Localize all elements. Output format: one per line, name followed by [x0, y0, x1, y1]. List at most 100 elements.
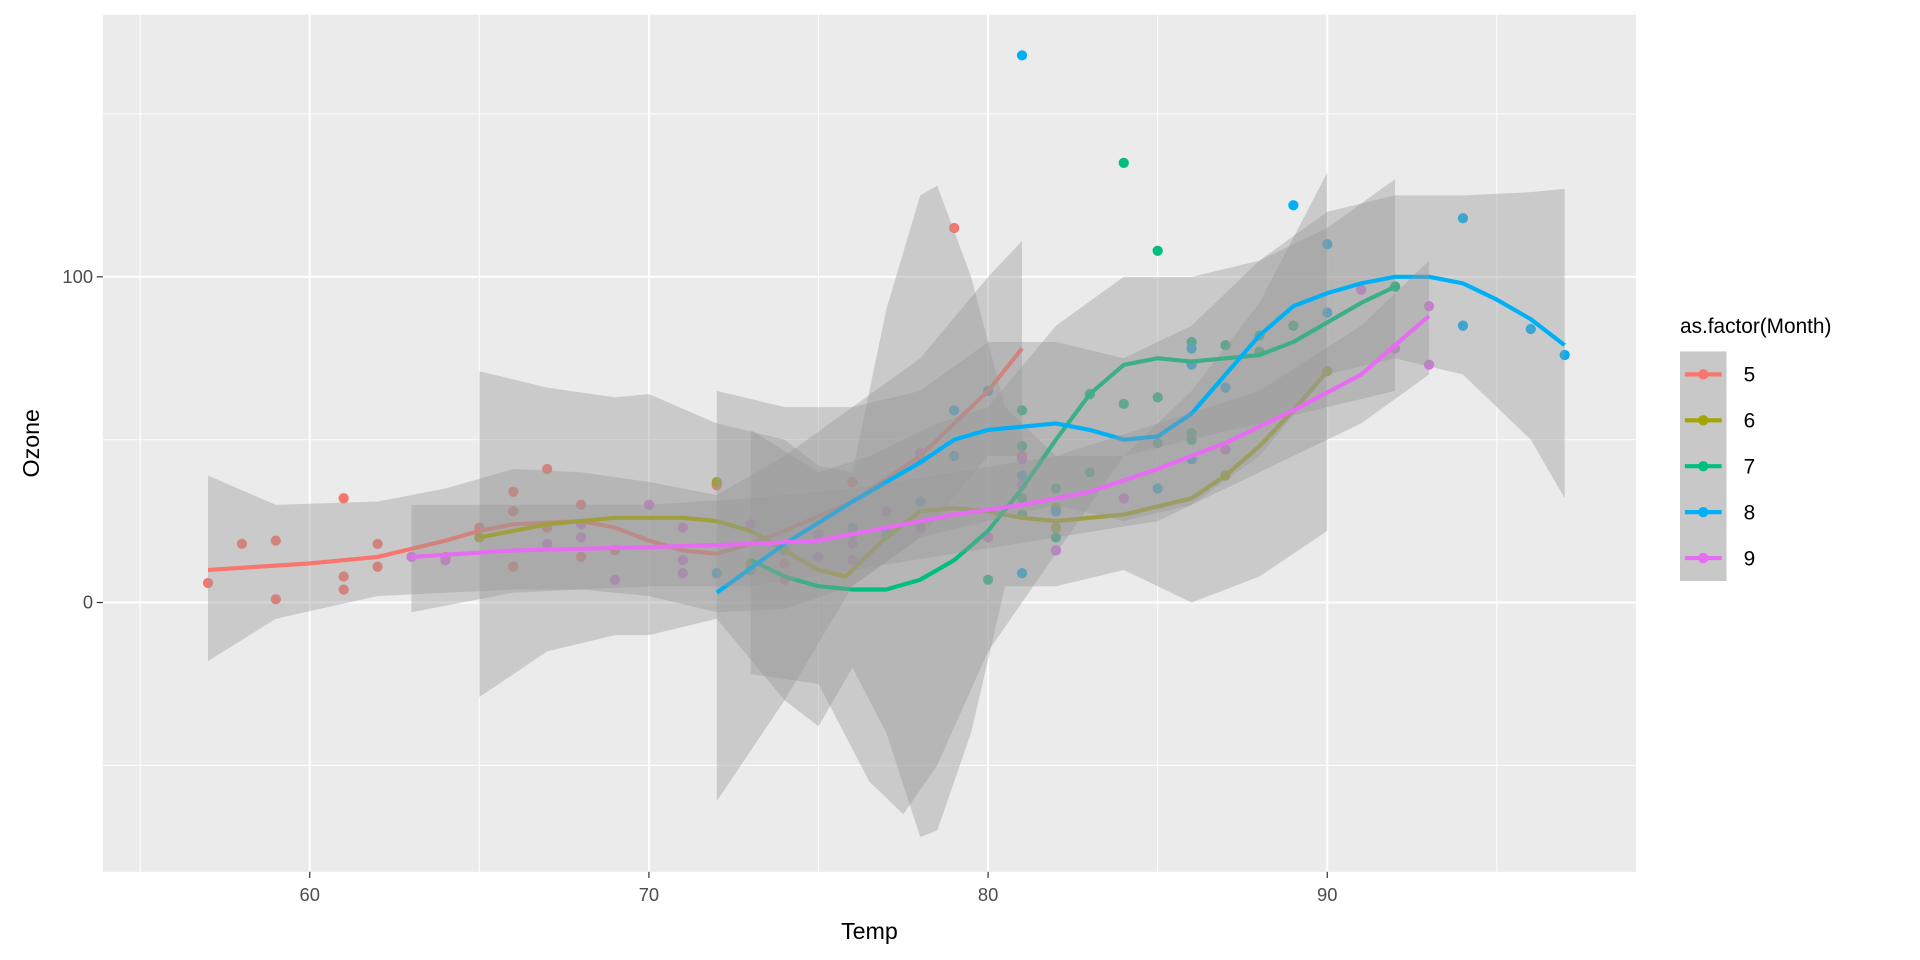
data-point-month-9: [609, 574, 621, 585]
y-tick-label: 100: [62, 266, 93, 287]
data-point-month-9: [1356, 284, 1367, 296]
x-tick-label: 70: [639, 884, 659, 905]
data-point-month-5: [372, 538, 383, 550]
data-point-month-8: [1016, 568, 1028, 579]
confidence-ribbon-month-6: [479, 172, 1328, 837]
data-point-month-7: [1016, 493, 1028, 504]
smooth-layer: [207, 172, 1566, 837]
data-point-month-5: [270, 535, 281, 546]
data-point-month-5: [508, 486, 519, 497]
legend-label-9: 9: [1744, 547, 1756, 570]
data-point-month-9: [1423, 359, 1435, 370]
x-tick-label: 60: [300, 884, 320, 905]
y-tick-label: 0: [83, 592, 93, 613]
data-point-month-9: [813, 551, 824, 563]
axes: 60 70 80 90 0 100: [62, 266, 1337, 905]
data-point-month-5: [270, 594, 281, 605]
data-point-month-8: [949, 450, 960, 462]
data-point-month-7: [1152, 392, 1163, 403]
data-point-month-6: [711, 476, 722, 488]
data-point-month-8: [1559, 349, 1570, 361]
data-point-month-9: [1050, 545, 1062, 556]
data-point-month-9: [575, 532, 587, 543]
gridlines: [102, 14, 1636, 872]
data-point-month-5: [949, 222, 960, 234]
confidence-ribbon-month-8: [716, 188, 1565, 802]
data-point-month-7: [1084, 467, 1095, 478]
data-point-month-7: [1050, 483, 1062, 494]
data-point-month-8: [1016, 470, 1028, 481]
data-point-month-5: [542, 463, 553, 475]
data-point-month-8: [1322, 239, 1333, 250]
legend-key-point-7: [1698, 461, 1709, 472]
data-point-month-8: [1152, 483, 1163, 494]
legend-title: as.factor(Month): [1680, 315, 1831, 338]
smooth-line-month-8: [715, 274, 1566, 595]
data-point-month-7: [1118, 157, 1129, 169]
smooth-line-month-6: [478, 369, 1329, 579]
data-point-month-8: [915, 496, 926, 507]
data-point-month-9: [1220, 444, 1231, 455]
data-point-month-9: [677, 555, 688, 566]
data-point-month-9: [542, 538, 553, 550]
data-point-month-9: [813, 528, 824, 540]
legend-label-8: 8: [1744, 501, 1756, 524]
data-point-month-9: [915, 522, 926, 533]
data-point-month-9: [677, 522, 688, 533]
legend-key-point-5: [1698, 369, 1709, 380]
data-point-month-7: [1152, 245, 1163, 256]
data-point-month-5: [202, 577, 214, 589]
data-point-month-5: [236, 538, 248, 550]
data-point-month-7: [1118, 398, 1129, 410]
data-point-month-5: [508, 506, 519, 517]
data-point-month-8: [1220, 382, 1231, 393]
data-point-month-9: [745, 519, 756, 530]
data-point-month-8: [1525, 323, 1536, 335]
data-point-month-9: [440, 555, 451, 566]
data-point-month-7: [1288, 320, 1299, 331]
legend-key-point-6: [1698, 415, 1709, 426]
data-point-month-9: [677, 568, 688, 579]
data-point-month-7: [982, 574, 994, 585]
data-point-month-9: [847, 538, 858, 550]
data-point-month-7: [1152, 437, 1163, 449]
data-point-month-7: [1220, 340, 1231, 351]
data-point-month-6: [1050, 522, 1062, 533]
data-point-month-5: [372, 561, 383, 572]
data-point-month-5: [338, 493, 349, 504]
data-point-month-8: [1050, 506, 1062, 517]
smooth-line-month-9: [411, 314, 1431, 559]
data-point-month-5: [508, 561, 519, 572]
data-point-month-5: [338, 584, 349, 595]
legend-key-point-9: [1698, 552, 1709, 564]
data-point-month-5: [575, 551, 587, 563]
data-point-month-8: [1457, 320, 1469, 331]
legend: as.factor(Month) 5 6 7 8 9: [1680, 315, 1831, 582]
data-point-month-7: [1186, 434, 1197, 445]
confidence-ribbon-month-9: [411, 260, 1430, 613]
data-point-month-7: [1016, 405, 1028, 416]
x-tick-label: 90: [1317, 884, 1337, 905]
data-point-month-9: [1118, 493, 1129, 504]
data-point-month-8: [1288, 200, 1299, 211]
panel-background: [102, 14, 1636, 872]
data-point-month-8: [949, 405, 960, 416]
legend-key-point-8: [1698, 507, 1709, 518]
data-point-month-9: [643, 499, 655, 510]
data-point-month-7: [1016, 441, 1028, 452]
legend-label-5: 5: [1744, 364, 1756, 387]
data-point-month-8: [1186, 343, 1197, 354]
data-point-month-9: [1016, 454, 1028, 465]
data-point-month-8: [1322, 307, 1333, 318]
data-point-month-8: [1016, 50, 1028, 61]
data-point-month-5: [575, 499, 587, 510]
legend-label-6: 6: [1744, 410, 1756, 433]
y-axis-title: Ozone: [18, 409, 44, 478]
data-point-month-9: [1423, 301, 1435, 312]
smooth-line-month-7: [749, 284, 1397, 592]
data-point-month-5: [779, 558, 790, 569]
data-point-month-9: [881, 506, 892, 517]
data-point-month-8: [711, 568, 722, 579]
data-point-month-5: [338, 571, 349, 582]
